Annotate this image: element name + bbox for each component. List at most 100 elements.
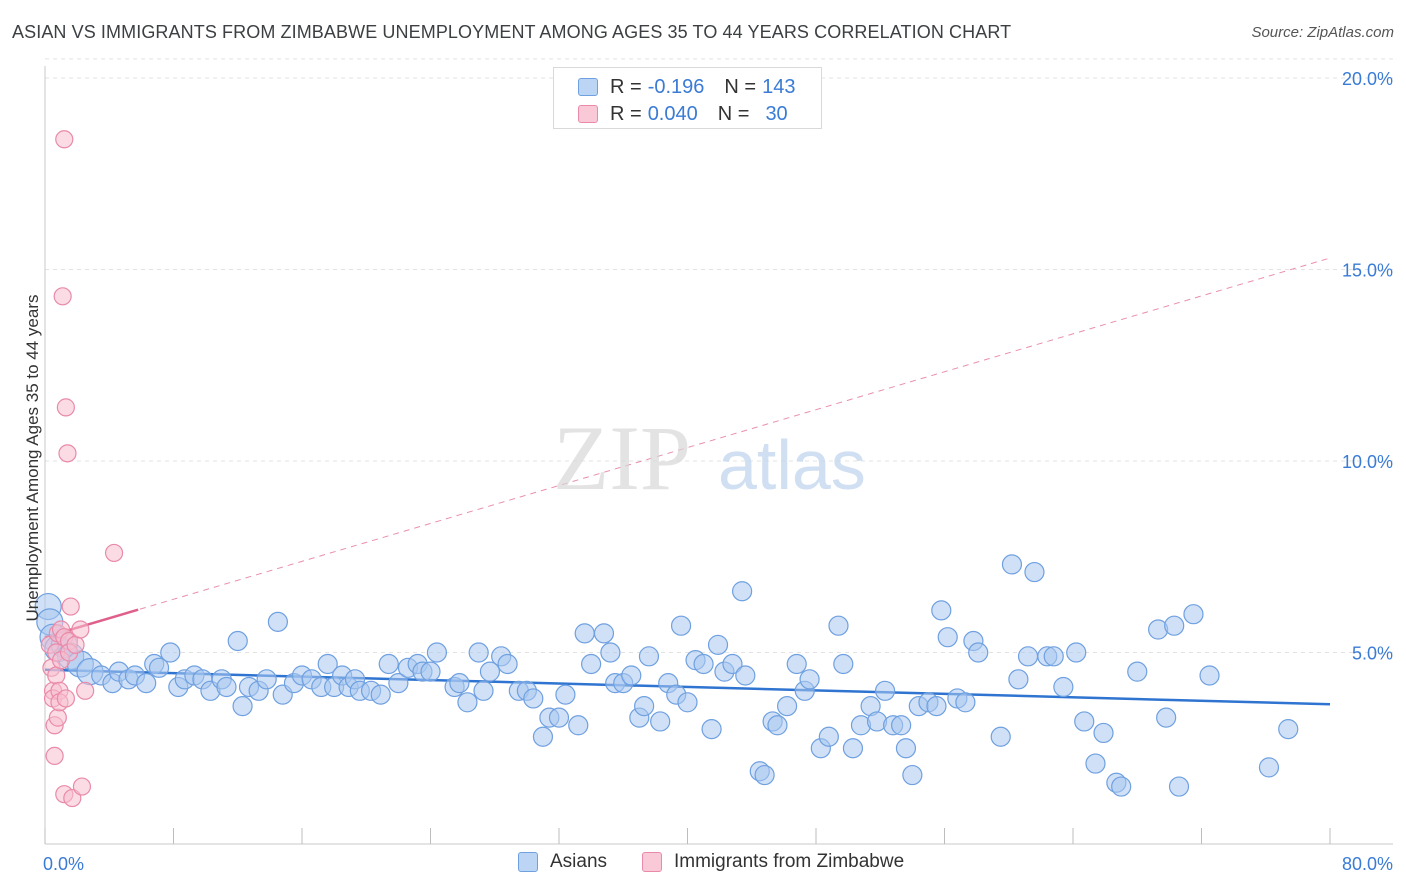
r-value: 0.040 [647, 102, 698, 125]
asians-point [926, 696, 947, 717]
asians-point [638, 646, 660, 667]
asians-point [1074, 711, 1095, 732]
asians-point [216, 676, 237, 698]
asians-point [426, 642, 448, 663]
asians-point [621, 665, 642, 686]
asians-point [1017, 646, 1039, 667]
asians-point [842, 738, 864, 759]
asians-point [600, 642, 621, 663]
zimbabwe-legend-swatch [642, 852, 662, 872]
asians-point [473, 680, 494, 701]
asians-point [232, 696, 253, 717]
asians-point [1127, 661, 1148, 682]
asians-point [457, 692, 478, 713]
asians-point [1024, 561, 1045, 583]
asians-point [874, 680, 896, 701]
asians-point [1008, 669, 1029, 690]
r-label: R = [610, 75, 642, 98]
asians-point [677, 692, 698, 713]
watermark-zip: ZIP [553, 407, 691, 509]
x-tick-label-min: 0.0% [43, 854, 84, 874]
zimbabwe-point [47, 666, 66, 685]
zimbabwe-point [72, 777, 92, 796]
legend-item-asians[interactable]: Asians [518, 851, 607, 873]
asians-point [818, 726, 839, 747]
asians-point [693, 653, 714, 675]
asians-point [256, 669, 277, 690]
asians-point [701, 718, 722, 740]
zimbabwe-swatch [578, 105, 598, 123]
asians-point [497, 653, 518, 675]
asians-point [1168, 776, 1190, 797]
zimbabwe-point [61, 597, 80, 616]
asians-point [799, 669, 820, 690]
asians-point [891, 715, 912, 736]
asians-point [828, 615, 849, 636]
asians-point [523, 688, 544, 709]
asians-point [670, 615, 692, 636]
asians-legend-swatch [518, 852, 538, 872]
asians-point [722, 653, 743, 675]
y-tick-label: 15.0% [1342, 261, 1393, 281]
asians-point [160, 642, 181, 663]
asians-swatch [578, 78, 598, 96]
asians-point [937, 627, 958, 648]
zimbabwe-series [40, 130, 124, 808]
source-label: Source: ZipAtlas.com [1251, 24, 1394, 41]
asians-point [1199, 665, 1220, 686]
y-tick-label: 20.0% [1342, 69, 1393, 89]
series-legend: Asians Immigrants from Zimbabwe [0, 851, 1406, 877]
asians-point [267, 611, 289, 632]
asians-point [468, 642, 489, 663]
chart-title: ASIAN VS IMMIGRANTS FROM ZIMBABWE UNEMPL… [12, 22, 1012, 42]
r-label: R = [610, 102, 642, 125]
n-label: N = [717, 102, 750, 125]
zimbabwe-point [58, 444, 77, 463]
asians-series [34, 554, 1299, 797]
gridlines [45, 58, 1393, 653]
asians-point [388, 673, 409, 694]
n-value: 143 [762, 75, 796, 98]
asians-point [568, 715, 589, 736]
legend-row-zimbabwe: R = 0.040 N = 30 [578, 101, 788, 127]
asians-point [479, 661, 501, 682]
asians-point [378, 653, 399, 675]
zimbabwe-point [56, 689, 75, 708]
asians-point [776, 696, 798, 717]
asians-point [1278, 718, 1299, 740]
legend-item-zimbabwe[interactable]: Immigrants from Zimbabwe [642, 851, 904, 873]
y-axis-label: Unemployment Among Ages 35 to 44 years [23, 295, 42, 622]
zimbabwe-point [66, 635, 85, 654]
asians-point [650, 711, 671, 732]
asians-point [1111, 776, 1132, 797]
zimbabwe-point [71, 620, 90, 639]
asians-point [634, 696, 655, 717]
asians-point [955, 692, 976, 713]
x-tick-label-max: 80.0% [1342, 854, 1393, 874]
asians-point [581, 653, 602, 675]
r-value: -0.196 [647, 75, 705, 98]
asians-point [968, 642, 989, 663]
watermark: ZIP atlas [553, 407, 866, 509]
asians-point [532, 726, 554, 747]
watermark-atlas: atlas [718, 426, 866, 504]
n-value: 30 [765, 102, 788, 125]
asians-point [895, 738, 917, 759]
asians-point [732, 581, 753, 602]
y-tick-label: 5.0% [1352, 644, 1393, 664]
asians-point [767, 715, 788, 736]
asians-point [735, 665, 756, 686]
asians-point [555, 684, 576, 705]
asians-point [902, 764, 923, 786]
zimbabwe-point [56, 398, 75, 417]
n-label: N = [724, 75, 757, 98]
asians-point [833, 653, 854, 675]
zimbabwe-point [53, 287, 72, 306]
zimbabwe-point [55, 130, 74, 149]
asians-point [786, 653, 807, 675]
zimbabwe-point [45, 746, 64, 766]
asians-point [707, 634, 729, 655]
asians-point [754, 764, 775, 786]
zimbabwe-legend-label: Immigrants from Zimbabwe [674, 851, 905, 872]
